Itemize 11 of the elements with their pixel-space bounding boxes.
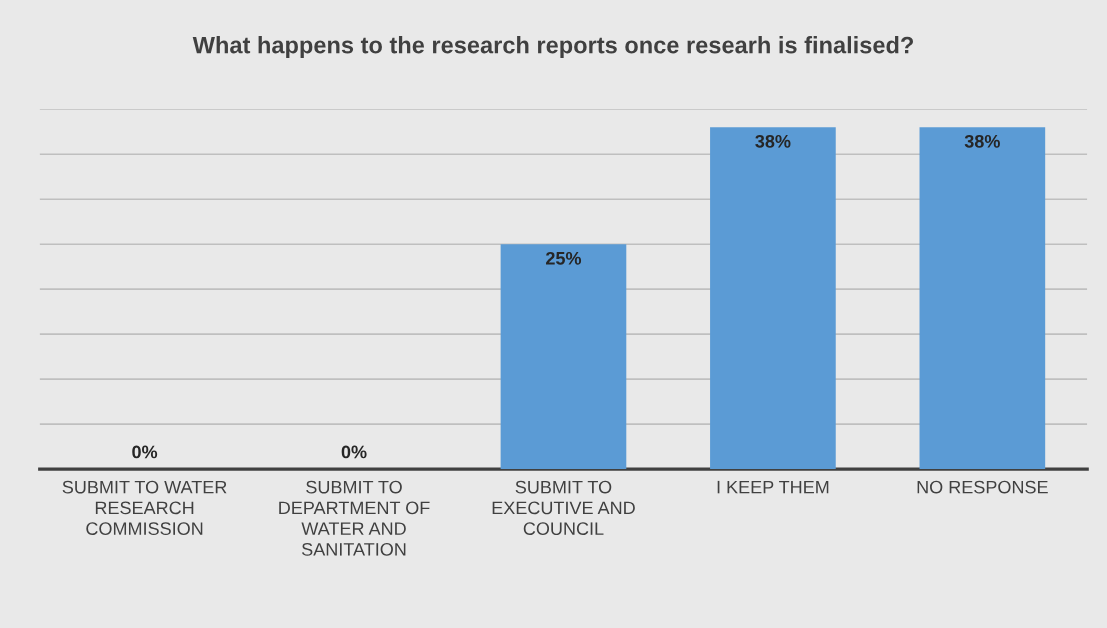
x-tick-label: SUBMIT TO EXECUTIVE AND COUNCIL [492,480,635,535]
x-tick-label: NO RESPONSE [917,480,1048,494]
x-tick-label: I KEEP THEM [717,480,829,494]
chart-title: What happens to the research reports once researh is finalised? [192,36,913,59]
data-label: 0% [341,445,367,459]
data-label: 25% [546,251,582,265]
x-tick-label: SUBMIT TO DEPARTMENT OF WATER AND SANITATION [279,480,430,556]
data-label: 38% [964,134,1000,148]
x-tick-label: SUBMIT TO WATER RESEARCH COMMISSION [62,480,227,535]
data-label: 38% [755,134,791,148]
data-label: 0% [132,445,158,459]
